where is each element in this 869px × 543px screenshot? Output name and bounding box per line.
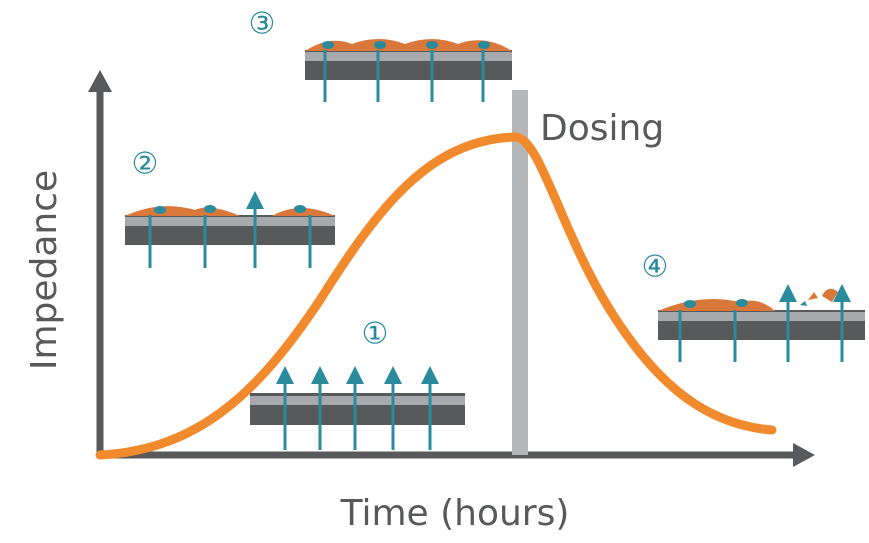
dosing-label: Dosing [540,108,664,149]
stage-2-cell [125,200,335,268]
stage-number: ① [362,317,389,352]
stage-1-cell [250,375,465,450]
stage-number: ④ [642,250,669,285]
x-axis-label: Time (hours) [340,493,570,534]
y-axis-label: Impedance [24,170,65,370]
stage-3-cell [305,39,512,102]
stage-4-cell [658,289,865,362]
stage-number: ③ [249,7,276,42]
stage-number: ② [132,147,159,182]
diagram: Impedance Time (hours) Dosing ① ② [0,0,869,543]
